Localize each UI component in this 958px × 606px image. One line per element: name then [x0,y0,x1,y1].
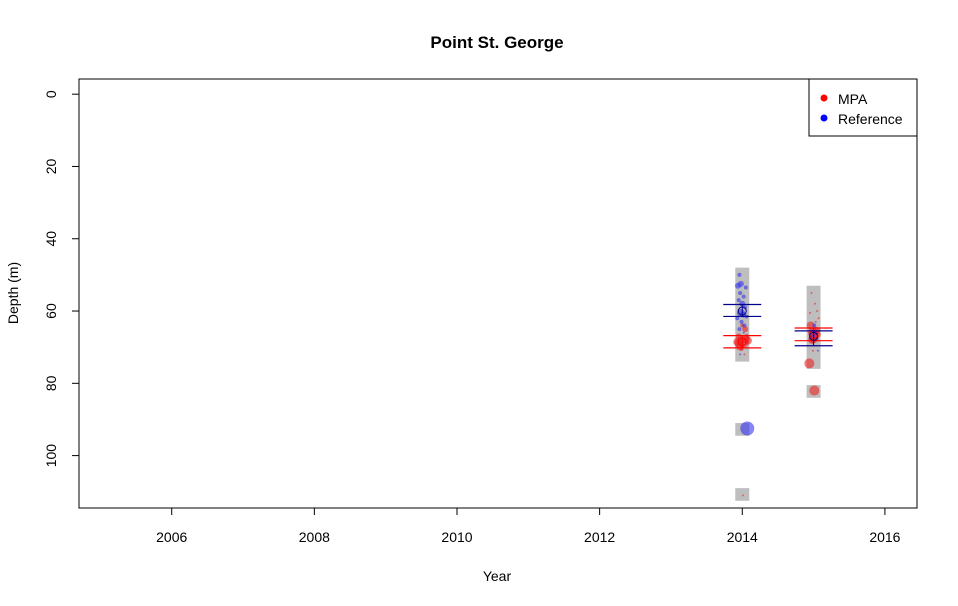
mpa-mean-marker [737,337,747,347]
mpa-point [741,494,744,497]
reference-point [737,272,742,277]
legend-mpa-marker [820,94,828,102]
depth-range-bar [735,488,750,501]
x-tick-label: 2014 [727,529,758,545]
plot-layer [723,267,833,501]
legend-reference-label: Reference [838,111,903,127]
x-tick-label: 2006 [156,529,187,545]
mpa-point [816,310,819,313]
x-tick-label: 2008 [299,529,330,545]
y-tick-label: 80 [43,375,59,391]
reference-point [739,319,744,324]
x-axis-title: Year [483,568,512,584]
y-tick-label: 0 [43,90,59,98]
x-tick-label: 2012 [584,529,615,545]
reference-point [816,349,819,352]
x-tick-label: 2010 [441,529,472,545]
reference-point [741,294,746,299]
reference-mean-marker [737,306,747,316]
reference-point [742,331,745,334]
reference-point [736,298,741,303]
mpa-point [811,349,814,352]
chart-title: Point St. George [430,33,563,52]
y-tick-label: 60 [43,303,59,319]
legend-reference-marker [820,114,828,122]
y-tick-label: 40 [43,231,59,247]
mpa-point [804,358,815,369]
plot-frame [78,78,918,509]
reference-mean-marker [809,331,819,341]
mpa-point [809,385,820,396]
reference-point [737,327,742,332]
mpa-point [814,302,817,305]
reference-point [735,316,740,321]
reference-point [734,282,741,289]
reference-point [812,323,817,328]
reference-point [738,290,743,295]
y-tick-label: 20 [43,158,59,174]
x-axis: 2006 2008 2010 2012 2014 2016 [156,507,901,545]
mpa-point [743,353,746,356]
mpa-point [742,326,749,333]
y-axis: 0 20 40 60 80 100 [43,90,80,468]
y-tick-label: 100 [43,444,59,468]
reference-point [739,353,742,356]
mpa-point [743,334,750,341]
reference-point [739,300,746,307]
x-tick-label: 2016 [869,529,900,545]
legend-mpa-label: MPA [838,91,868,107]
reference-point [743,285,748,290]
mpa-point [809,311,812,314]
mpa-point [810,291,813,294]
reference-point [740,421,755,436]
legend: MPA Reference [808,78,918,137]
reference-point [742,323,747,328]
mpa-point [817,317,820,320]
reference-point [743,305,748,310]
mpa-point [814,320,817,323]
y-axis-title: Depth (m) [5,262,21,324]
legend-box [808,78,918,137]
